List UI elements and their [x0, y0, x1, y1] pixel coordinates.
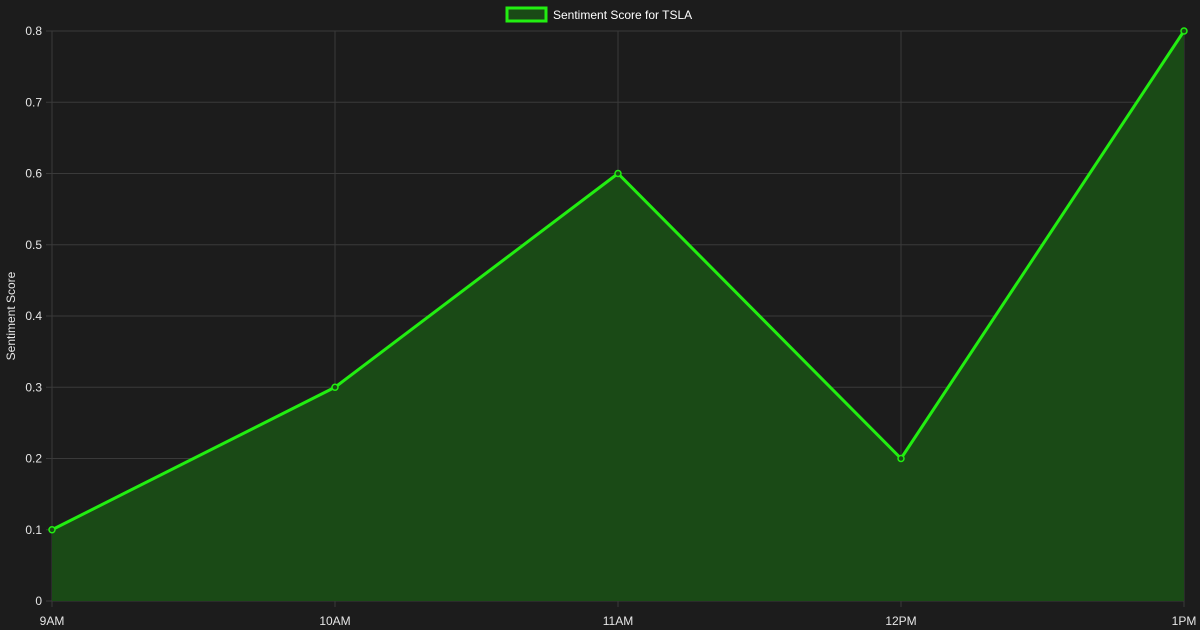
x-tick-label: 9AM: [40, 614, 65, 628]
data-point-12PM[interactable]: [897, 454, 905, 463]
y-tick-label: 0.6: [25, 167, 42, 181]
data-point-9AM[interactable]: [48, 526, 56, 534]
points-layer: [48, 27, 1188, 534]
legend[interactable]: Sentiment Score for TSLA: [505, 6, 692, 23]
data-point-11AM[interactable]: [614, 169, 622, 178]
x-tick-label: 10AM: [319, 614, 350, 628]
x-tick-label: 1PM: [1172, 614, 1197, 628]
y-axis-ticks: 0 0.1 0.2 0.3 0.4 0.5 0.6 0.7 0.8: [25, 24, 42, 608]
x-tick-label: 12PM: [885, 614, 916, 628]
data-point-10AM[interactable]: [331, 383, 339, 391]
y-tick-label: 0.2: [25, 452, 42, 466]
legend-label[interactable]: Sentiment Score for TSLA: [553, 8, 692, 22]
x-axis-ticks: 9AM 10AM 11AM 12PM 1PM: [40, 614, 1197, 628]
y-tick-label: 0.4: [25, 309, 42, 323]
y-tick-label: 0.7: [25, 95, 42, 109]
y-axis-title: Sentiment Score: [4, 271, 18, 360]
data-point-1PM[interactable]: [1180, 27, 1188, 35]
y-tick-label: 0.8: [25, 24, 42, 38]
y-tick-label: 0.3: [25, 380, 42, 394]
legend-swatch[interactable]: [505, 6, 548, 23]
y-tick-label: 0.5: [25, 238, 42, 252]
y-tick-label: 0: [35, 594, 42, 608]
x-tick-label: 11AM: [603, 614, 633, 628]
y-tick-label: 0.1: [25, 523, 42, 537]
